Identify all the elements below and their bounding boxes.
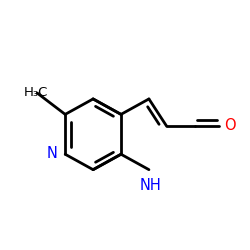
Text: O: O (224, 118, 236, 133)
Text: H₃C: H₃C (24, 86, 48, 99)
Text: NH: NH (140, 178, 161, 192)
Text: N: N (47, 146, 58, 161)
